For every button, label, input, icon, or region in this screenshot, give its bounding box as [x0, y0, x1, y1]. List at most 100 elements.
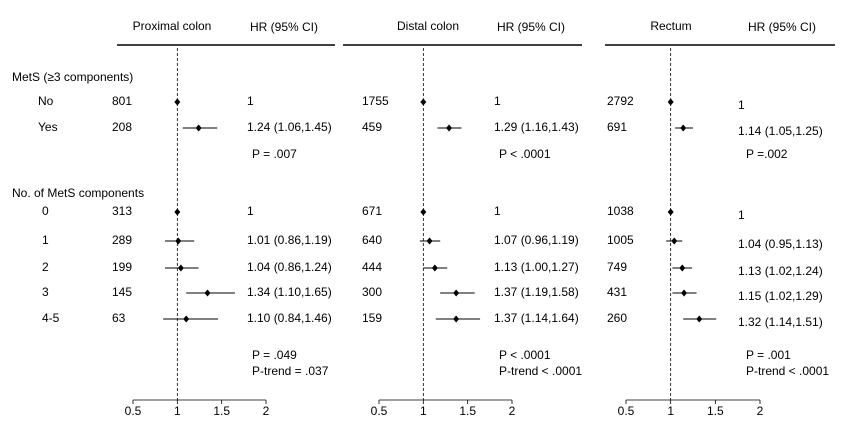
value-label: 1.13 (1.02,1.24): [738, 264, 823, 278]
count: 199: [112, 260, 132, 274]
point-estimate: [671, 237, 678, 245]
x-tick-label: 2: [263, 404, 270, 418]
count: 749: [607, 260, 627, 274]
point-estimate: [420, 98, 427, 106]
row-label: 0: [42, 204, 49, 218]
count: 2792: [607, 94, 634, 108]
value-label: 1: [494, 204, 501, 218]
value-label: 1.10 (0.84,1.46): [247, 311, 332, 325]
value-label: 1.07 (0.96,1.19): [494, 233, 579, 247]
group-label: No. of MetS components: [12, 186, 144, 200]
p-value: P-trend < .0001: [499, 364, 582, 378]
x-tick-label: 0.5: [618, 404, 635, 418]
value-label: 1: [738, 208, 745, 222]
count: 459: [362, 120, 382, 134]
count: 63: [112, 311, 126, 325]
point-estimate: [681, 289, 688, 297]
count: 444: [362, 260, 382, 274]
point-estimate: [183, 315, 190, 323]
p-value: P =.002: [746, 147, 788, 161]
panel-title: Rectum: [650, 19, 691, 33]
value-label: 1.37 (1.14,1.64): [494, 311, 579, 325]
p-value: P < .0001: [499, 147, 551, 161]
value-label: 1.01 (0.86,1.19): [247, 233, 332, 247]
ci-header: HR (95% CI): [497, 20, 565, 34]
value-label: 1.15 (1.02,1.29): [738, 289, 823, 303]
group-label: MetS (≥3 components): [12, 70, 133, 84]
p-value: P-trend = .037: [252, 364, 329, 378]
panel-title: Proximal colon: [133, 19, 212, 33]
ci-header: HR (95% CI): [250, 20, 318, 34]
count: 671: [362, 204, 382, 218]
value-label: 1.04 (0.86,1.24): [247, 260, 332, 274]
row-label: 2: [42, 260, 49, 274]
value-label: 1.37 (1.19,1.58): [494, 285, 579, 299]
value-label: 1: [247, 204, 254, 218]
count: 289: [112, 233, 132, 247]
count: 313: [112, 204, 132, 218]
value-label: 1: [738, 98, 745, 112]
count: 691: [607, 120, 627, 134]
value-label: 1: [247, 94, 254, 108]
point-estimate: [431, 264, 438, 272]
point-estimate: [679, 264, 686, 272]
x-tick-label: 1.5: [213, 404, 230, 418]
x-tick-label: 1: [420, 404, 427, 418]
count: 260: [607, 311, 627, 325]
count: 431: [607, 285, 627, 299]
x-tick-label: 2: [509, 404, 516, 418]
x-tick-label: 1.5: [707, 404, 724, 418]
count: 801: [112, 94, 132, 108]
point-estimate: [174, 98, 181, 106]
p-value: P = .001: [746, 348, 791, 362]
count: 640: [362, 233, 382, 247]
point-estimate: [667, 208, 674, 216]
row-label: 3: [42, 285, 49, 299]
count: 1005: [607, 233, 634, 247]
point-estimate: [667, 98, 674, 106]
row-label: No: [38, 94, 54, 108]
count: 1038: [607, 204, 634, 218]
point-estimate: [453, 289, 460, 297]
panel-title: Distal colon: [397, 19, 459, 33]
point-estimate: [204, 289, 211, 297]
point-estimate: [174, 208, 181, 216]
point-estimate: [696, 315, 703, 323]
ci-header: HR (95% CI): [748, 20, 816, 34]
point-estimate: [420, 208, 427, 216]
count: 208: [112, 120, 132, 134]
count: 1755: [362, 94, 389, 108]
point-estimate: [453, 315, 460, 323]
p-value: P-trend < .0001: [746, 364, 829, 378]
value-label: 1.34 (1.10,1.65): [247, 285, 332, 299]
x-tick-label: 0.5: [125, 404, 142, 418]
x-tick-label: 1.5: [459, 404, 476, 418]
x-tick-label: 1: [667, 404, 674, 418]
p-value: P = .007: [252, 147, 297, 161]
row-label: Yes: [38, 120, 58, 134]
point-estimate: [426, 237, 433, 245]
count: 159: [362, 311, 382, 325]
value-label: 1.29 (1.16,1.43): [494, 120, 579, 134]
point-estimate: [446, 124, 453, 132]
point-estimate: [177, 264, 184, 272]
count: 145: [112, 285, 132, 299]
x-tick-label: 1: [174, 404, 181, 418]
value-label: 1.14 (1.05,1.25): [738, 124, 823, 138]
p-value: P < .0001: [499, 348, 551, 362]
point-estimate: [680, 124, 687, 132]
row-label: 1: [42, 233, 49, 247]
x-tick-label: 0.5: [371, 404, 388, 418]
row-label: 4-5: [42, 311, 60, 325]
value-label: 1.24 (1.06,1.45): [247, 120, 332, 134]
value-label: 1.13 (1.00,1.27): [494, 260, 579, 274]
point-estimate: [195, 124, 202, 132]
value-label: 1: [494, 94, 501, 108]
x-tick-label: 2: [757, 404, 764, 418]
value-label: 1.32 (1.14,1.51): [738, 315, 823, 329]
count: 300: [362, 285, 382, 299]
value-label: 1.04 (0.95,1.13): [738, 237, 823, 251]
p-value: P = .049: [252, 348, 297, 362]
